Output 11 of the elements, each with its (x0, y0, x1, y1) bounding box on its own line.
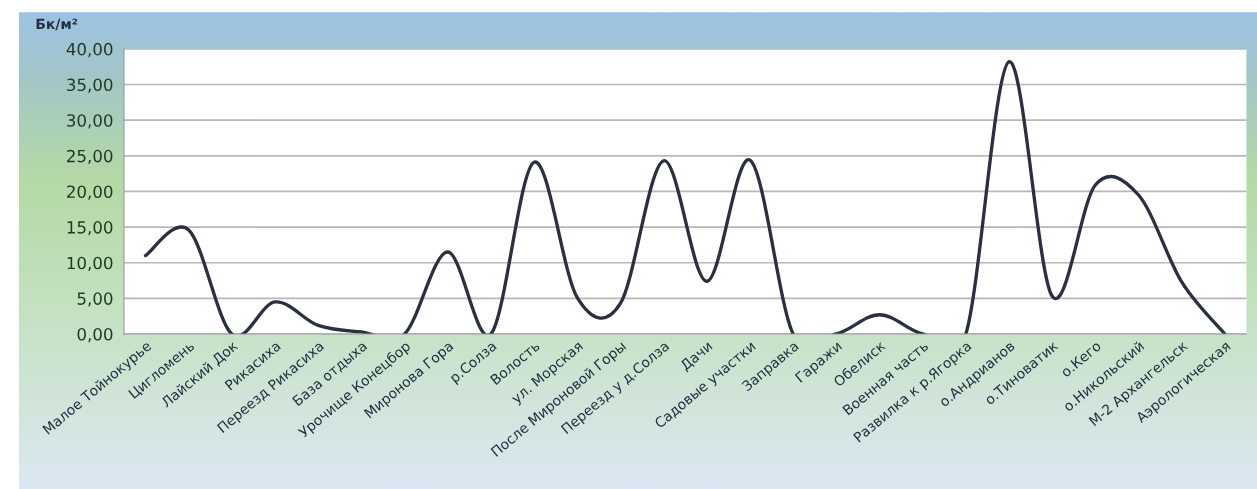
y-tick-label: 15,00 (67, 221, 113, 236)
y-tick-label: 40,00 (66, 42, 113, 58)
y-tick-label: 10,00 (67, 256, 113, 271)
y-axis-title: Бк/м² (36, 18, 78, 31)
y-tick-label: 5,00 (77, 292, 113, 307)
y-tick-label: 30,00 (67, 114, 113, 129)
y-tick-label: 25,00 (67, 149, 113, 165)
y-tick-label: 35,00 (67, 78, 113, 93)
y-tick-label: 0,00 (77, 327, 113, 343)
y-tick-label: 20,00 (67, 185, 113, 200)
line-series (143, 60, 1227, 334)
